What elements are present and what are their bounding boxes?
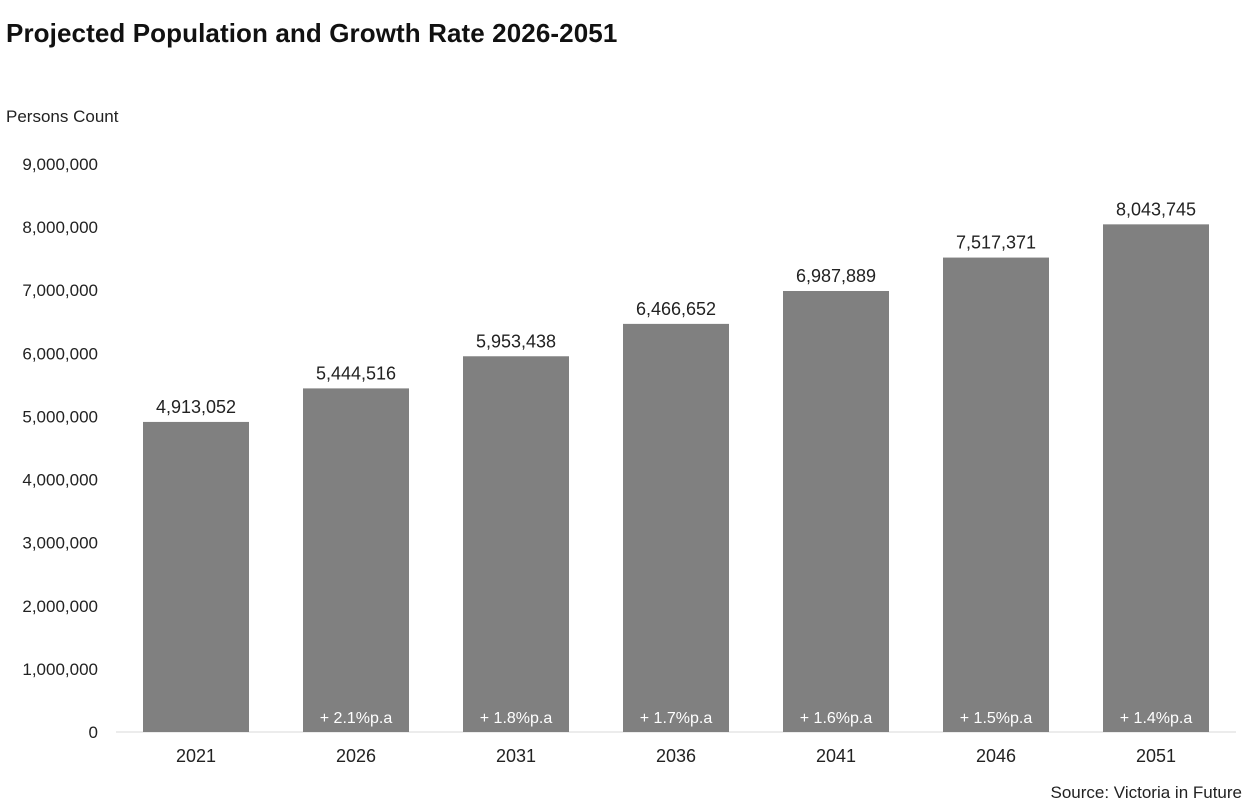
growth-labels-group: + 2.1%p.a + 1.8%p.a + 1.7%p.a + 1.6%p.a + 1.…: [320, 710, 1193, 727]
value-label: 8,043,745: [1116, 199, 1196, 219]
x-tick-label: 2046: [976, 746, 1016, 766]
growth-rate-label: + 2.1%p.a: [320, 710, 393, 727]
y-tick-label: 0: [89, 723, 98, 742]
value-label: 6,466,652: [636, 299, 716, 319]
y-axis-ticks: 0 1,000,000 2,000,000 3,000,000 4,000,000 5,0…: [22, 155, 98, 742]
bar: [143, 421, 249, 732]
growth-rate-label: + 1.8%p.a: [480, 710, 553, 727]
x-tick-label: 2026: [336, 746, 376, 766]
y-tick-label: 2,000,000: [22, 597, 98, 616]
x-axis-ticks: 2021 2026 2031 2036 2041 2046 2051: [176, 746, 1176, 766]
value-label: 5,953,438: [476, 331, 556, 351]
y-tick-label: 9,000,000: [22, 155, 98, 174]
x-tick-label: 2041: [816, 746, 856, 766]
x-tick-label: 2051: [1136, 746, 1176, 766]
y-axis-label: Persons Count: [6, 107, 119, 126]
x-tick-label: 2021: [176, 746, 216, 766]
growth-rate-label: + 1.6%p.a: [800, 710, 873, 727]
y-tick-label: 5,000,000: [22, 407, 98, 426]
bars-group: [143, 224, 1209, 732]
chart-title: Projected Population and Growth Rate 202…: [6, 18, 618, 48]
y-tick-label: 4,000,000: [22, 471, 98, 490]
growth-rate-label: + 1.7%p.a: [640, 710, 713, 727]
value-label: 4,913,052: [156, 397, 236, 417]
bar: [783, 290, 889, 732]
growth-rate-label: + 1.4%p.a: [1120, 710, 1193, 727]
y-tick-label: 8,000,000: [22, 218, 98, 237]
value-labels-group: 4,913,052 5,444,516 5,953,438 6,466,652 6,98…: [156, 199, 1196, 417]
value-label: 5,444,516: [316, 363, 396, 383]
y-tick-label: 7,000,000: [22, 281, 98, 300]
x-tick-label: 2036: [656, 746, 696, 766]
source-note: Source: Victoria in Future: [1050, 783, 1243, 802]
y-tick-label: 6,000,000: [22, 344, 98, 363]
value-label: 6,987,889: [796, 266, 876, 286]
bar: [303, 388, 409, 732]
y-tick-label: 1,000,000: [22, 660, 98, 679]
y-tick-label: 3,000,000: [22, 534, 98, 553]
growth-rate-label: + 1.5%p.a: [960, 710, 1033, 727]
bar: [463, 356, 569, 732]
bar: [943, 257, 1049, 732]
value-label: 7,517,371: [956, 233, 1036, 253]
bar: [623, 323, 729, 732]
bar: [1103, 224, 1209, 732]
x-tick-label: 2031: [496, 746, 536, 766]
